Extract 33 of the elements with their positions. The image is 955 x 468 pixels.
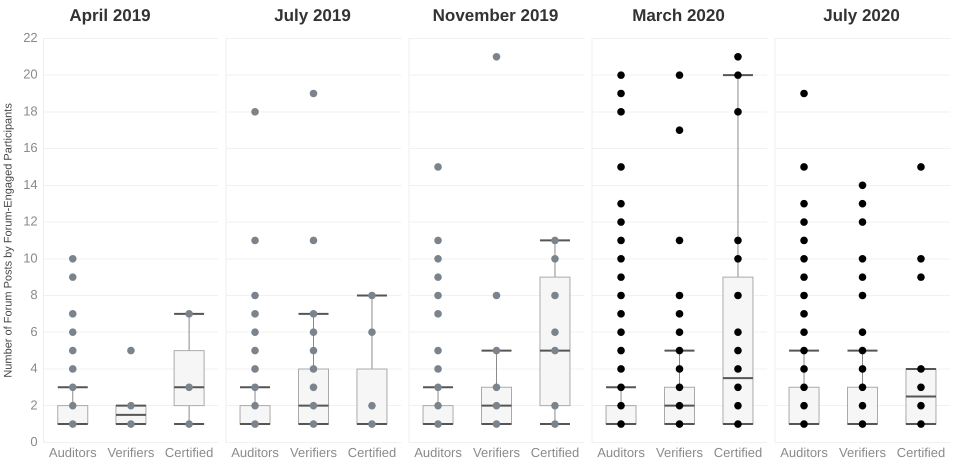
y-tick-label: 22 xyxy=(23,30,38,45)
x-tick-label: Verifiers xyxy=(656,444,704,460)
y-tick-label: 0 xyxy=(30,434,38,449)
chart-title: April 2019 xyxy=(69,6,151,25)
y-tick-label: 4 xyxy=(30,360,38,376)
x-tick-label: Auditors xyxy=(597,444,646,460)
y-tick-label: 10 xyxy=(23,250,38,266)
x-tick-label: Auditors xyxy=(231,444,280,460)
x-tick-label: Verifiers xyxy=(839,444,886,460)
x-tick-label: Certified xyxy=(530,444,580,460)
x-tick-label: Certified xyxy=(348,444,396,460)
y-tick-label: 18 xyxy=(23,103,38,118)
x-tick-label: Verifiers xyxy=(107,444,155,460)
x-tick-label: Certified xyxy=(896,444,946,460)
x-tick-label: Auditors xyxy=(414,444,462,460)
x-tick-label: Auditors xyxy=(48,444,98,460)
y-tick-label: 12 xyxy=(23,214,38,229)
x-tick-label: Certified xyxy=(164,444,214,460)
y-tick-label: 6 xyxy=(30,324,38,339)
x-tick-label: Verifiers xyxy=(473,444,520,460)
y-axis-title: Number of Forum Posts by Forum-Engaged Participants xyxy=(2,102,15,378)
x-tick-label: Certified xyxy=(714,444,762,460)
x-tick-label: Verifiers xyxy=(290,444,338,460)
x-tick-label: Auditors xyxy=(780,444,828,460)
chart-title: July 2019 xyxy=(274,6,351,25)
chart-title: March 2020 xyxy=(632,6,725,25)
y-tick-label: 14 xyxy=(23,176,38,192)
y-tick-label: 8 xyxy=(30,287,38,302)
y-tick-label: 2 xyxy=(30,397,38,412)
y-tick-label: 20 xyxy=(23,66,38,82)
y-tick-label: 16 xyxy=(23,140,38,156)
chart-title: July 2020 xyxy=(823,6,900,25)
chart-title: November 2019 xyxy=(432,6,558,25)
